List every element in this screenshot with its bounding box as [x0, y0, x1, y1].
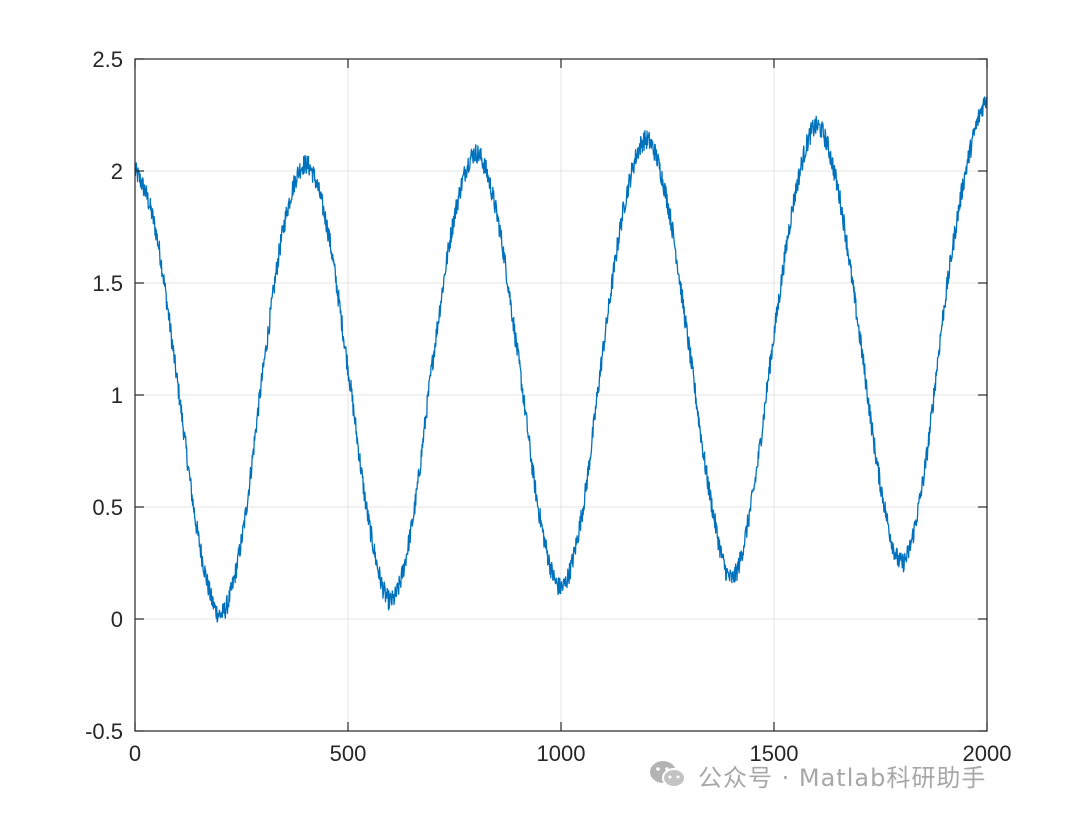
- x-tick-label: 500: [330, 741, 367, 766]
- series-layer: [134, 96, 988, 623]
- x-tick-labels: 0 500 1000 1500 2000: [129, 741, 1012, 766]
- series-line: [134, 96, 988, 623]
- y-tick-label: 1: [111, 383, 123, 408]
- y-tick-labels: -0.5 0 0.5 1 1.5 2 2.5: [85, 47, 123, 744]
- axis-ticks: [134, 58, 988, 732]
- x-tick-label: 2000: [963, 741, 1012, 766]
- y-tick-label: 0: [111, 607, 123, 632]
- y-tick-label: -0.5: [85, 719, 123, 744]
- y-tick-label: 1.5: [92, 271, 123, 296]
- watermark-text: 公众号 · Matlab科研助手: [698, 763, 987, 792]
- watermark: 公众号 · Matlab科研助手: [648, 755, 986, 795]
- grid-lines: [134, 58, 988, 732]
- x-tick-label: 1000: [537, 741, 586, 766]
- x-tick-label: 0: [129, 741, 141, 766]
- wechat-icon: [650, 761, 686, 788]
- y-tick-label: 2.5: [92, 47, 123, 72]
- x-tick-label: 1500: [750, 741, 799, 766]
- y-tick-label: 0.5: [92, 495, 123, 520]
- y-tick-label: 2: [111, 159, 123, 184]
